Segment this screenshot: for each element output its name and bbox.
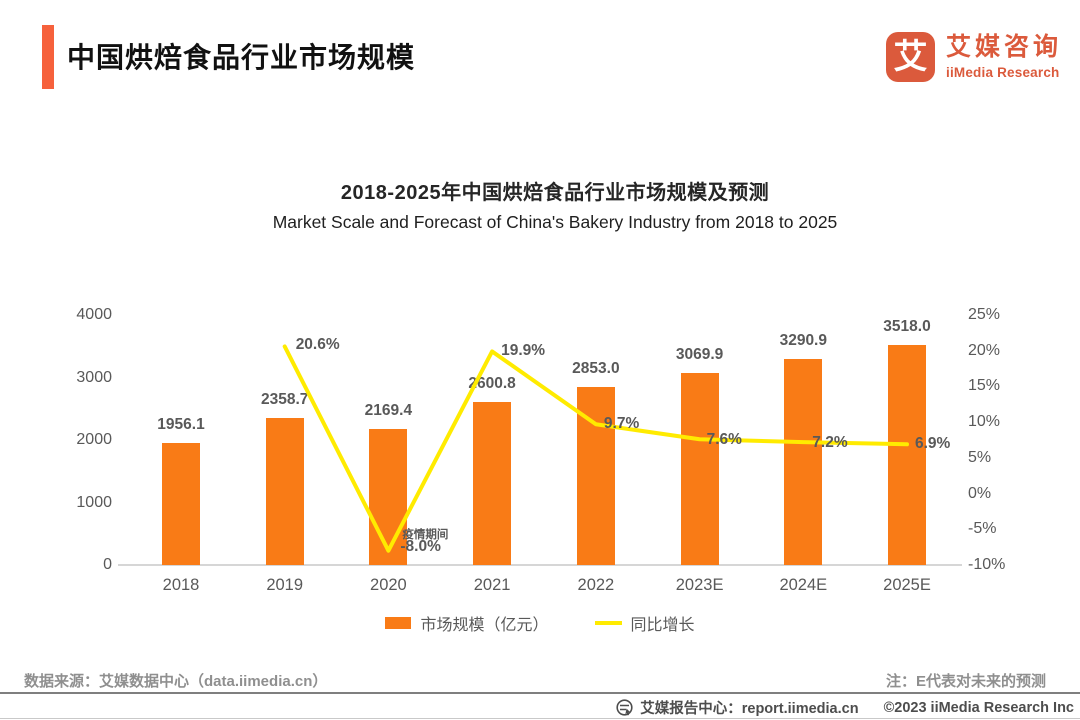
bar-2024E (784, 359, 823, 565)
x-axis-label-2019: 2019 (266, 576, 304, 594)
iimedia-logo-icon: 艾 (886, 32, 935, 82)
growth-label-2024E: 7.2% (812, 434, 848, 452)
bar-2025E (888, 345, 926, 565)
bar-series-swatch (385, 617, 412, 629)
x-axis-label-2021: 2021 (473, 576, 511, 594)
growth-label-2020: -8.0% (400, 537, 441, 555)
logo-text: 艾媒咨询 iiMedia Research (946, 32, 1063, 80)
page-title: 中国烘焙食品行业市场规模 (67, 42, 416, 73)
left-axis-tick: 2000 (76, 431, 112, 448)
iimedia-logo: 艾 艾媒咨询 iiMedia Research (886, 32, 1062, 82)
logo-name-cn: 艾媒咨询 (946, 33, 1063, 61)
left-axis-tick: 4000 (76, 306, 112, 323)
growth-label-2022: 9.7% (603, 415, 640, 433)
growth-label-2025E: 6.9% (915, 435, 951, 453)
x-axis-label-2024E: 2024E (779, 576, 828, 594)
title-accent-bar (42, 25, 54, 89)
bar-value-2022: 2853.0 (572, 359, 620, 377)
right-axis-tick: -10% (968, 556, 1006, 573)
chart-title-cn: 2018-2025年中国烘焙食品行业市场规模及预测 (340, 182, 770, 204)
x-axis-label-2023E: 2023E (675, 576, 724, 594)
x-axis-label-2022: 2022 (577, 576, 615, 594)
growth-label-2023E: 7.6% (706, 431, 742, 449)
bar-value-2021: 2600.8 (468, 375, 516, 393)
legend-label-growth: 同比增长 (630, 617, 695, 634)
data-source-note: 数据来源：艾媒数据中心（data.iimedia.cn） (24, 673, 328, 690)
chart-legend: 市场规模（亿元） 同比增长 (0, 611, 1080, 635)
page-bottom-edge (0, 718, 1080, 719)
growth-label-2021: 19.9% (501, 342, 546, 360)
legend-item-market-scale: 市场规模（亿元） (385, 611, 549, 635)
x-axis-line (118, 564, 962, 566)
left-axis-tick: 1000 (76, 493, 112, 511)
right-axis-tick: -5% (968, 520, 997, 538)
bar-value-2023E: 3069.9 (675, 346, 724, 364)
report-center-bar: 艾媒报告中心：report.iimedia.cn ©2023 iiMedia R… (616, 697, 1074, 718)
left-axis-tick: 0 (103, 556, 112, 573)
copyright-text: ©2023 iiMedia Research Inc (883, 699, 1074, 716)
bar-2021 (473, 402, 512, 565)
bar-value-2020: 2169.4 (364, 402, 413, 420)
right-axis-tick: 0% (968, 484, 992, 502)
report-center-icon (616, 699, 633, 716)
footer-divider (0, 692, 1080, 694)
x-axis-label-2025E: 2025E (883, 576, 931, 594)
left-axis-tick: 3000 (76, 368, 112, 386)
bar-value-2019: 2358.7 (260, 390, 309, 408)
bar-2022 (576, 386, 615, 565)
logo-glyph: 艾 (893, 38, 928, 76)
bar-value-2018: 1956.1 (157, 415, 205, 433)
report-center-link: 艾媒报告中心：report.iimedia.cn (640, 701, 859, 717)
legend-item-growth: 同比增长 (594, 611, 695, 635)
right-axis-tick: 25% (968, 306, 1001, 323)
x-axis-label-2020: 2020 (370, 576, 407, 594)
bar-2023E (680, 373, 719, 565)
right-axis-tick: 15% (968, 377, 1001, 395)
epidemic-annotation: 疫情期间 (402, 528, 449, 541)
line-series-swatch (594, 621, 622, 625)
bar-value-2024E: 3290.9 (779, 332, 827, 350)
legend-label-market-scale: 市场规模（亿元） (420, 617, 549, 634)
x-axis-label-2018: 2018 (162, 576, 200, 594)
bar-2019 (265, 417, 304, 565)
logo-name-en: iiMedia Research (946, 64, 1060, 80)
right-axis-tick: 10% (968, 413, 1001, 431)
bar-2018 (162, 442, 200, 565)
growth-label-2019: 20.6% (295, 336, 340, 354)
right-axis-tick: 5% (968, 448, 992, 466)
chart-title-en: Market Scale and Forecast of China's Bak… (272, 212, 838, 232)
right-axis-tick: 20% (968, 341, 1001, 359)
bar-value-2025E: 3518.0 (883, 318, 931, 336)
forecast-note: 注：E代表对未来的预测 (885, 673, 1046, 690)
